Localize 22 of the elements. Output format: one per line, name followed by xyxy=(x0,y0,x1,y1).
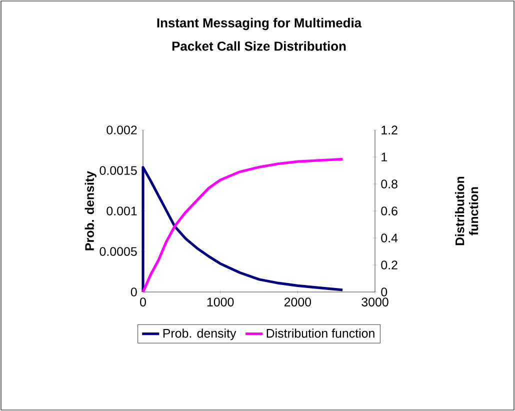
legend-label: Prob. density xyxy=(163,328,236,340)
y-tick-label: 0 xyxy=(130,288,137,296)
x-tick-label: 0 xyxy=(140,298,146,306)
y2-tick-label: 0.2 xyxy=(381,260,398,270)
y-tick-label: 0.001 xyxy=(106,206,137,216)
y2-tick-label: 1 xyxy=(382,152,387,162)
chart-subtitle: Packet Call Size Distribution xyxy=(172,41,346,51)
y2-tick-label: 0.4 xyxy=(381,234,398,242)
y2-tick-label: 0.6 xyxy=(381,206,398,216)
y-axis-title: Prob. density xyxy=(84,171,96,250)
y-tick-label: 0.0005 xyxy=(100,247,137,256)
x-tick-label: 3000 xyxy=(362,298,388,306)
x-tick-label: 1000 xyxy=(207,298,234,306)
y-tick-label: 0.002 xyxy=(106,126,137,134)
y2-tick-label: 1.2 xyxy=(382,126,398,134)
legend-label: Distribution function xyxy=(266,328,374,338)
y-tick-label: 0.0015 xyxy=(100,166,137,175)
y2-axis-title: Distribution function xyxy=(455,176,478,246)
y2-tick-label: 0.8 xyxy=(381,180,398,188)
x-tick-label: 2000 xyxy=(284,298,312,306)
y2-tick-label: 0 xyxy=(381,288,388,296)
chart-title: Instant Messaging for Multimedia xyxy=(157,18,362,30)
